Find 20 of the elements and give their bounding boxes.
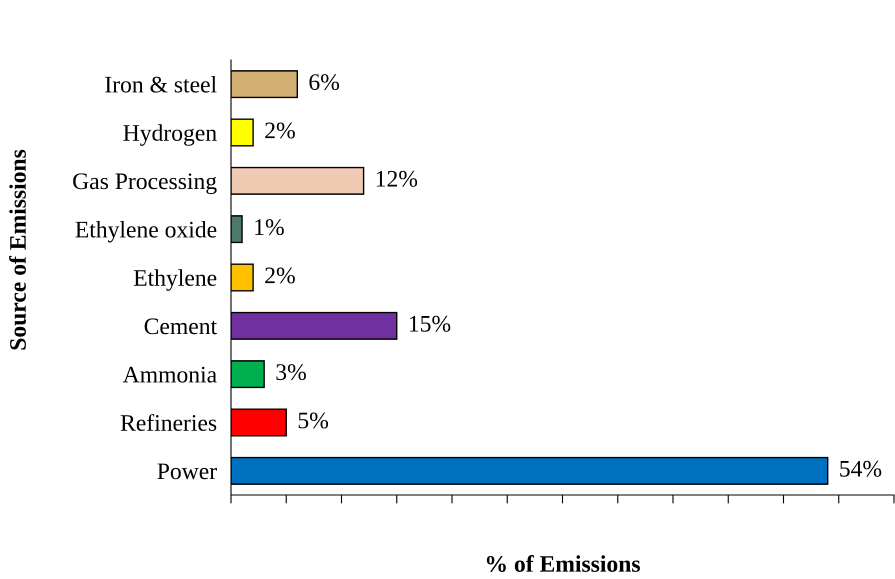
y-tick-label: Gas Processing bbox=[73, 173, 217, 194]
data-label: 2% bbox=[265, 122, 295, 138]
data-label: 3% bbox=[276, 364, 306, 380]
data-label: 2% bbox=[265, 267, 295, 284]
y-axis-title: Source of Emissions bbox=[9, 150, 26, 350]
data-label: 6% bbox=[309, 74, 340, 90]
data-label: 5% bbox=[298, 412, 328, 428]
x-axis-title: % of Emissions bbox=[486, 555, 640, 572]
y-tick-label: Cement bbox=[144, 318, 217, 334]
y-tick-label: Hydrogen bbox=[123, 124, 217, 146]
y-tick-label: Ethylene bbox=[134, 269, 216, 291]
y-tick-label: Refineries bbox=[120, 414, 216, 431]
y-tick-label: Power bbox=[157, 464, 217, 480]
data-label: 1% bbox=[255, 219, 284, 236]
y-tick-label: Iron & steel bbox=[105, 76, 217, 93]
y-tick-label: Ammonia bbox=[122, 366, 217, 383]
data-label: 54% bbox=[840, 460, 882, 477]
data-label: 15% bbox=[410, 316, 450, 332]
y-tick-label: Ethylene oxide bbox=[76, 220, 216, 242]
data-label: 12% bbox=[376, 170, 418, 187]
